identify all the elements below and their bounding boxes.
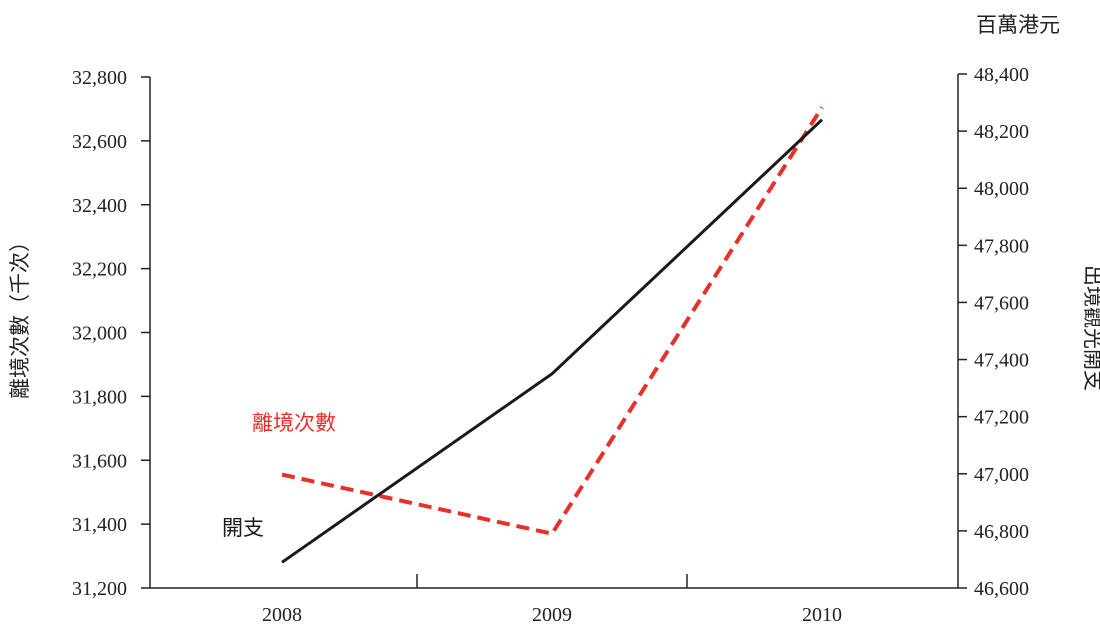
right-y-tick-label: 48,400 [974, 64, 1029, 86]
x-tick-label: 2008 [262, 604, 302, 623]
left-y-tick-label: 32,600 [72, 131, 127, 153]
left-y-tick-label: 31,800 [72, 386, 127, 408]
right-y-tick-label: 48,000 [974, 178, 1029, 200]
left-y-tick-label: 31,600 [72, 450, 127, 472]
right-y-axis-ticks: 46,600 46,800 47,000 47,200 47,400 47,600 47,8… [958, 64, 1029, 600]
right-y-tick-label: 47,400 [974, 350, 1029, 372]
right-y-tick-label: 46,600 [974, 578, 1029, 600]
left-y-tick-label: 32,000 [72, 323, 127, 345]
series-label-departures: 離境次數 [252, 411, 336, 435]
right-y-tick-label: 47,800 [974, 235, 1029, 257]
x-tick-label: 2010 [802, 604, 842, 623]
left-y-tick-label: 31,200 [72, 578, 127, 600]
right-y-tick-label: 47,000 [974, 464, 1029, 486]
right-y-tick-label: 47,600 [974, 292, 1029, 314]
series-line-departures [281, 106, 824, 536]
x-axis-ticks: 2008 2009 2010 [262, 574, 842, 626]
left-y-axis-ticks: 31,200 31,400 31,600 31,800 32,000 32,200 32,4… [72, 67, 150, 600]
series [281, 106, 824, 564]
left-y-tick-label: 31,400 [72, 514, 127, 536]
right-y-tick-label: 48,200 [974, 121, 1029, 143]
left-y-tick-label: 32,400 [72, 195, 127, 217]
series-label-spending: 開支 [222, 516, 264, 540]
left-y-tick-label: 32,200 [72, 259, 127, 281]
axes [149, 74, 959, 589]
x-tick-label: 2009 [532, 604, 572, 623]
left-y-tick-label: 32,800 [72, 67, 127, 89]
series-line-spending [281, 118, 824, 564]
left-y-axis-title: 離境次數（千次） [8, 231, 32, 399]
right-axis-unit-label: 百萬港元 [976, 13, 1060, 37]
right-y-axis-title: 出境觀光開支 [1081, 265, 1100, 391]
right-y-tick-label: 46,800 [974, 521, 1029, 543]
right-y-tick-label: 47,200 [974, 407, 1029, 429]
